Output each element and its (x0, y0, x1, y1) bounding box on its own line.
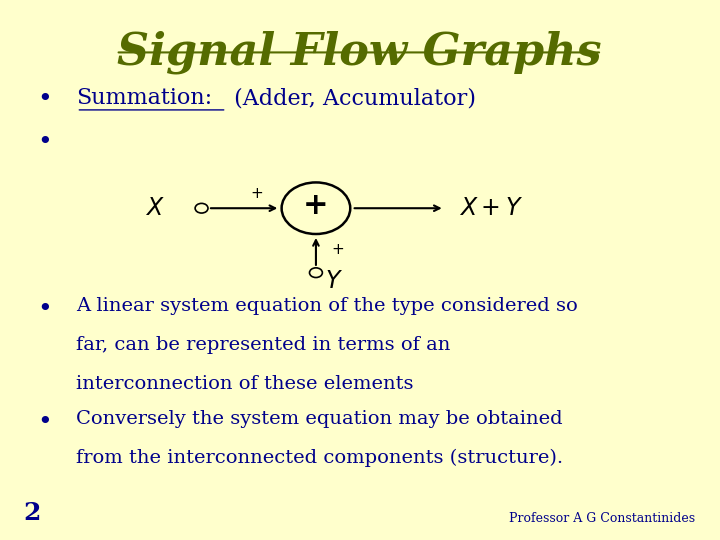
Text: •: • (37, 410, 52, 434)
Text: (Adder, Accumulator): (Adder, Accumulator) (227, 87, 476, 109)
Circle shape (195, 204, 208, 213)
Text: +: + (303, 191, 329, 220)
Text: $X$: $X$ (145, 197, 165, 220)
Text: far, can be represented in terms of an: far, can be represented in terms of an (76, 336, 451, 354)
Text: Conversely the system equation may be obtained: Conversely the system equation may be ob… (76, 410, 563, 428)
Text: •: • (37, 87, 52, 111)
Text: $X+Y$: $X+Y$ (459, 197, 523, 220)
Text: 2: 2 (23, 501, 40, 525)
Text: Professor A G Constantinides: Professor A G Constantinides (509, 512, 695, 525)
Circle shape (310, 268, 323, 278)
Text: Signal Flow Graphs: Signal Flow Graphs (117, 31, 601, 75)
Text: from the interconnected components (structure).: from the interconnected components (stru… (76, 449, 564, 467)
Text: •: • (37, 297, 52, 321)
Text: +: + (251, 186, 263, 201)
Text: Summation:: Summation: (76, 87, 212, 109)
Text: interconnection of these elements: interconnection of these elements (76, 375, 414, 393)
Text: $Y$: $Y$ (325, 271, 343, 293)
Text: +: + (331, 241, 343, 256)
Text: A linear system equation of the type considered so: A linear system equation of the type con… (76, 297, 578, 315)
Text: •: • (37, 130, 52, 154)
